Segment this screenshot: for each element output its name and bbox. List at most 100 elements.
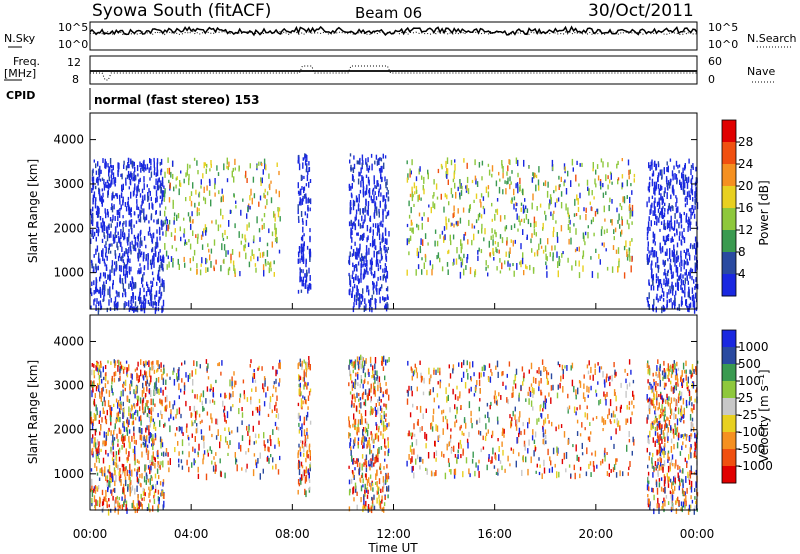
range-gate-cell bbox=[174, 447, 176, 453]
range-gate-cell bbox=[252, 376, 254, 383]
range-gate-cell bbox=[670, 194, 672, 200]
range-gate-cell bbox=[148, 410, 150, 414]
range-gate-cell bbox=[516, 213, 518, 220]
range-gate-cell bbox=[367, 235, 369, 241]
range-gate-cell bbox=[259, 237, 261, 242]
range-gate-cell bbox=[667, 278, 670, 284]
range-gate-cell bbox=[406, 160, 408, 165]
range-gate-cell bbox=[178, 383, 180, 391]
range-gate-cell bbox=[382, 195, 384, 203]
range-gate-cell bbox=[553, 190, 555, 194]
range-gate-cell bbox=[123, 436, 125, 442]
range-gate-cell bbox=[460, 424, 462, 429]
range-gate-cell bbox=[120, 401, 122, 406]
range-gate-cell bbox=[136, 242, 138, 246]
range-gate-cell bbox=[108, 479, 110, 487]
range-gate-cell bbox=[141, 390, 144, 397]
range-gate-cell bbox=[270, 454, 272, 458]
range-gate-cell bbox=[445, 218, 447, 226]
range-gate-cell bbox=[90, 238, 92, 244]
range-gate-cell bbox=[593, 196, 595, 200]
range-gate-cell bbox=[361, 463, 363, 471]
range-gate-cell bbox=[408, 214, 411, 219]
range-gate-cell bbox=[278, 249, 281, 254]
range-gate-cell bbox=[448, 201, 450, 206]
range-gate-cell bbox=[303, 453, 305, 457]
range-gate-cell bbox=[359, 234, 362, 240]
range-gate-cell bbox=[567, 224, 570, 231]
range-gate-cell bbox=[573, 385, 575, 393]
range-gate-cell bbox=[269, 402, 271, 409]
range-gate-cell bbox=[584, 231, 587, 236]
range-gate-cell bbox=[676, 180, 678, 185]
range-gate-cell bbox=[370, 195, 372, 201]
range-gate-cell bbox=[114, 360, 117, 366]
range-gate-cell bbox=[114, 250, 116, 256]
range-gate-cell bbox=[510, 239, 512, 243]
range-gate-cell bbox=[427, 242, 429, 246]
range-gate-cell bbox=[299, 269, 302, 274]
range-gate-cell bbox=[688, 271, 690, 276]
range-gate-cell bbox=[684, 291, 686, 298]
range-gate-cell bbox=[410, 432, 412, 437]
range-gate-cell bbox=[601, 226, 603, 230]
range-gate-cell bbox=[189, 164, 191, 169]
range-gate-cell bbox=[128, 436, 130, 443]
range-gate-cell bbox=[116, 303, 119, 311]
range-gate-cell bbox=[253, 369, 255, 373]
range-gate-cell bbox=[130, 219, 133, 223]
range-gate-cell bbox=[115, 302, 117, 309]
range-gate-cell bbox=[411, 375, 413, 381]
range-gate-cell bbox=[364, 410, 367, 417]
range-gate-cell bbox=[144, 464, 146, 471]
range-gate-cell bbox=[226, 157, 228, 165]
range-gate-cell bbox=[154, 487, 157, 493]
range-gate-cell bbox=[598, 253, 600, 259]
range-gate-cell bbox=[365, 428, 368, 432]
range-gate-cell bbox=[188, 178, 190, 186]
range-gate-cell bbox=[109, 277, 111, 282]
range-gate-cell bbox=[491, 430, 494, 437]
range-gate-cell bbox=[662, 259, 664, 265]
range-gate-cell bbox=[381, 238, 383, 244]
range-gate-cell bbox=[153, 161, 155, 168]
range-gate-cell bbox=[583, 374, 585, 379]
range-gate-cell bbox=[451, 222, 453, 226]
range-gate-cell bbox=[172, 160, 174, 167]
range-gate-cell bbox=[309, 464, 311, 469]
range-gate-cell bbox=[105, 267, 108, 271]
range-gate-cell bbox=[91, 219, 94, 226]
range-gate-cell bbox=[362, 181, 364, 188]
range-gate-cell bbox=[475, 193, 478, 199]
range-gate-cell bbox=[112, 279, 114, 285]
range-gate-cell bbox=[683, 249, 685, 253]
range-gate-cell bbox=[205, 168, 207, 174]
range-gate-cell bbox=[265, 262, 267, 267]
range-gate-cell bbox=[231, 430, 233, 434]
range-gate-cell bbox=[98, 189, 101, 196]
range-gate-cell bbox=[474, 175, 477, 181]
range-gate-cell bbox=[610, 172, 612, 180]
range-gate-cell bbox=[575, 228, 577, 235]
range-gate-cell bbox=[91, 213, 93, 219]
range-gate-cell bbox=[245, 451, 247, 455]
range-gate-cell bbox=[647, 241, 649, 247]
range-gate-cell bbox=[424, 253, 427, 258]
range-gate-cell bbox=[495, 454, 497, 461]
range-gate-cell bbox=[356, 268, 358, 272]
range-gate-cell bbox=[128, 220, 130, 227]
range-gate-cell bbox=[271, 231, 274, 237]
range-gate-cell bbox=[459, 179, 461, 184]
range-gate-cell bbox=[245, 170, 247, 178]
range-gate-cell bbox=[385, 253, 387, 260]
range-gate-cell bbox=[511, 417, 513, 422]
range-gate-cell bbox=[540, 245, 543, 249]
range-gate-cell bbox=[90, 468, 93, 472]
range-gate-cell bbox=[666, 192, 668, 199]
range-gate-cell bbox=[385, 304, 388, 309]
range-gate-cell bbox=[355, 264, 357, 269]
range-gate-cell bbox=[672, 206, 674, 211]
range-gate-cell bbox=[617, 420, 620, 427]
range-gate-cell bbox=[263, 387, 265, 393]
range-gate-cell bbox=[136, 395, 138, 400]
